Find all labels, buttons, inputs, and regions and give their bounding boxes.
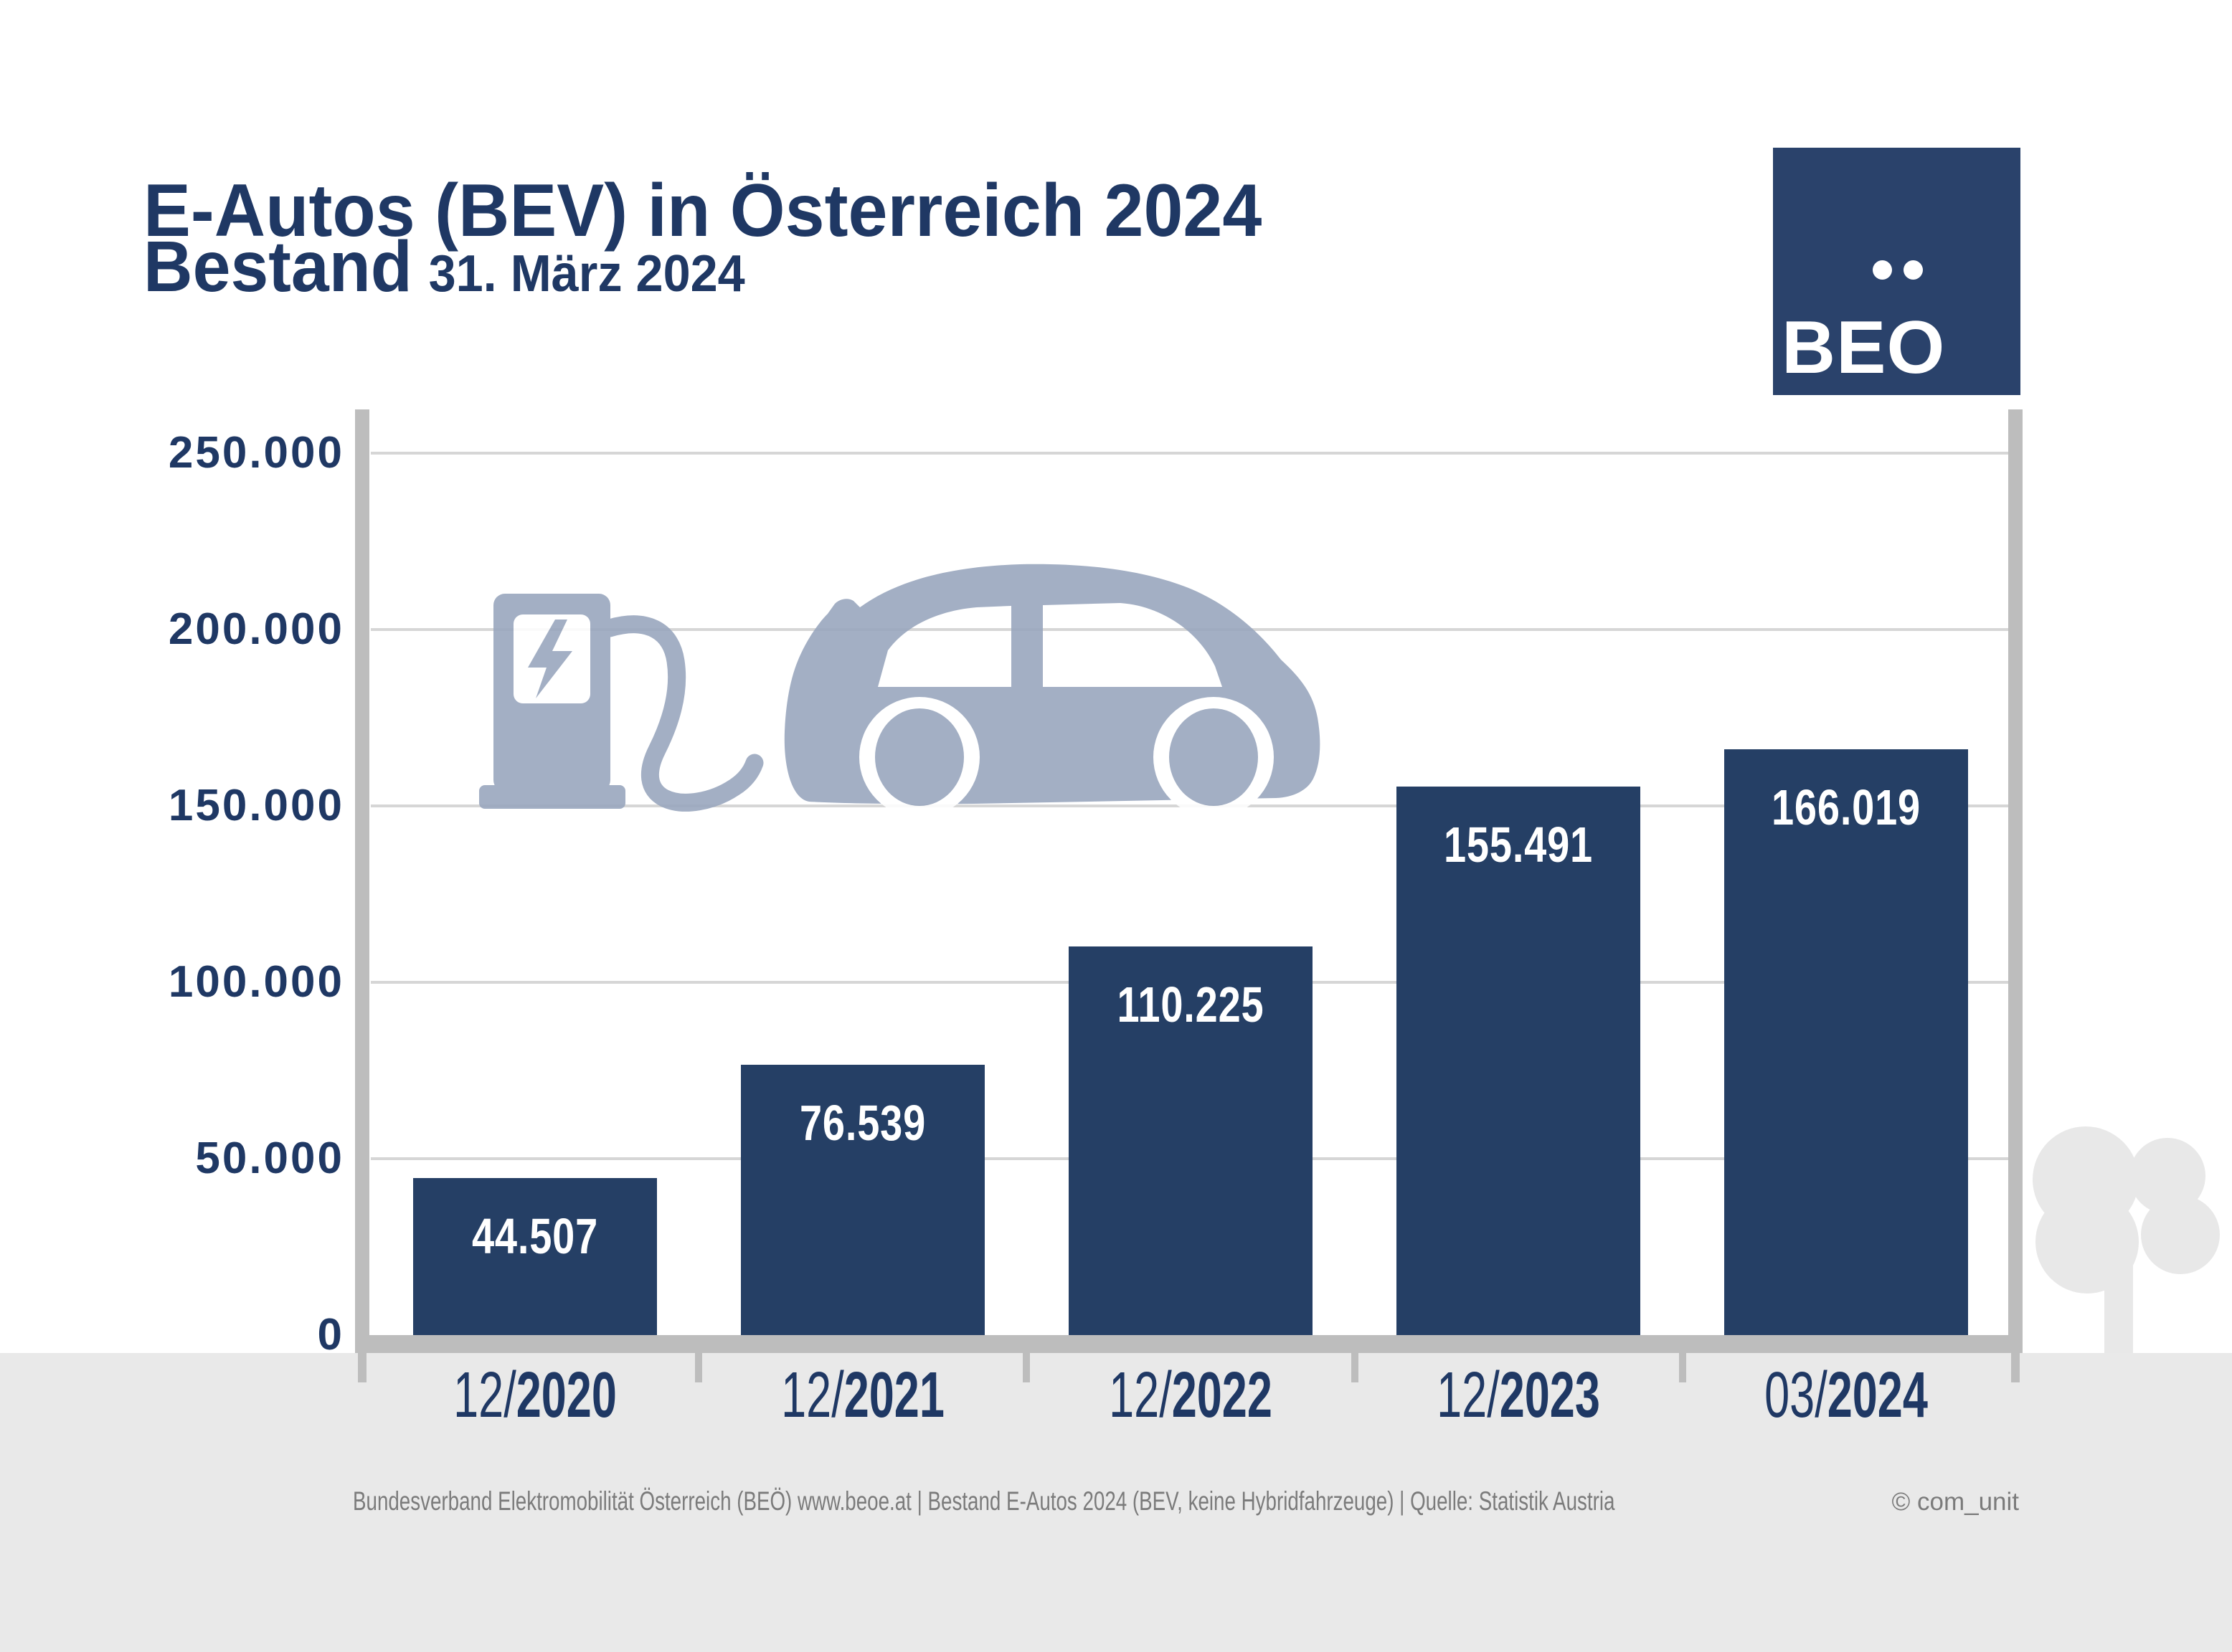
car-wheel-icon bbox=[1169, 708, 1258, 806]
page-subtitle: Bestand 31. März 2024 bbox=[143, 228, 745, 305]
footer-credit: © com_unit bbox=[1891, 1488, 2019, 1516]
x-axis-tick bbox=[695, 1353, 702, 1382]
bar-value-label: 44.507 bbox=[471, 1208, 599, 1264]
y-axis-tick-label: 0 bbox=[317, 1310, 344, 1359]
bar-03/2024 bbox=[1724, 749, 1968, 1335]
x-axis-baseline bbox=[355, 1335, 2023, 1353]
x-axis-label: 12/2023 bbox=[1437, 1361, 1600, 1430]
x-label-month: 03/ bbox=[1764, 1359, 1827, 1431]
y-axis-tick-label: 250.000 bbox=[168, 428, 344, 478]
x-label-year: 2023 bbox=[1499, 1359, 1600, 1431]
axis-tick bbox=[2011, 1353, 2020, 1382]
beo-logo: BEO bbox=[1773, 148, 2020, 395]
bar-value-label: 76.539 bbox=[799, 1095, 927, 1151]
bar-value-label: 110.225 bbox=[1117, 977, 1264, 1032]
x-label-month: 12/ bbox=[1437, 1359, 1500, 1431]
electric-car-icon bbox=[784, 564, 1320, 817]
page-title: E-Autos (BEV) in Österreich 2024 bbox=[143, 168, 1262, 252]
axis-tick bbox=[358, 1353, 367, 1382]
lightning-bolt-icon bbox=[528, 620, 572, 698]
x-label-year: 2022 bbox=[1171, 1359, 1272, 1431]
umlaut-dots-icon bbox=[1904, 260, 1923, 280]
x-label-month: 12/ bbox=[781, 1359, 844, 1431]
x-label-year: 2024 bbox=[1827, 1359, 1928, 1431]
footer-band bbox=[0, 1353, 2232, 1652]
y-axis-line bbox=[355, 409, 369, 1335]
x-label-year: 2021 bbox=[843, 1359, 945, 1431]
x-label-year: 2020 bbox=[516, 1359, 617, 1431]
umlaut-dots-icon bbox=[1873, 260, 1892, 280]
subtitle-date: 31. März 2024 bbox=[428, 245, 745, 303]
logo-text: BEO bbox=[1782, 306, 1946, 389]
y-axis-tick-label: 50.000 bbox=[195, 1134, 344, 1183]
x-axis-tick bbox=[1679, 1353, 1686, 1382]
bar-12/2020 bbox=[413, 1178, 657, 1335]
y-axis-tick-label: 150.000 bbox=[168, 781, 344, 830]
charging-cable-icon bbox=[600, 615, 764, 812]
y-axis-tick-label: 200.000 bbox=[168, 604, 344, 654]
bar-value-label: 155.491 bbox=[1443, 817, 1594, 873]
x-label-month: 12/ bbox=[453, 1359, 516, 1431]
x-axis-label: 12/2020 bbox=[453, 1361, 617, 1430]
x-axis-tick bbox=[1351, 1353, 1358, 1382]
gridline-250.000 bbox=[371, 452, 2010, 455]
charging-station-icon bbox=[479, 594, 625, 809]
y-axis-tick-label: 100.000 bbox=[168, 957, 344, 1007]
x-axis-label: 03/2024 bbox=[1764, 1361, 1928, 1430]
car-wheel-icon bbox=[875, 708, 964, 806]
x-axis-tick bbox=[1023, 1353, 1030, 1382]
bar-12/2022 bbox=[1069, 946, 1313, 1335]
bar-12/2023 bbox=[1396, 787, 1640, 1335]
footer-source-line: Bundesverband Elektromobilität Österreic… bbox=[353, 1486, 1615, 1516]
x-label-month: 12/ bbox=[1109, 1359, 1172, 1431]
right-axis-line bbox=[2008, 409, 2023, 1335]
bar-value-label: 166.019 bbox=[1771, 779, 1921, 835]
x-axis-label: 12/2022 bbox=[1109, 1361, 1272, 1430]
ev-charging-illustration bbox=[479, 564, 1320, 817]
bar-12/2021 bbox=[741, 1065, 985, 1335]
x-axis-label: 12/2021 bbox=[781, 1361, 945, 1430]
subtitle-lead: Bestand bbox=[143, 227, 412, 307]
